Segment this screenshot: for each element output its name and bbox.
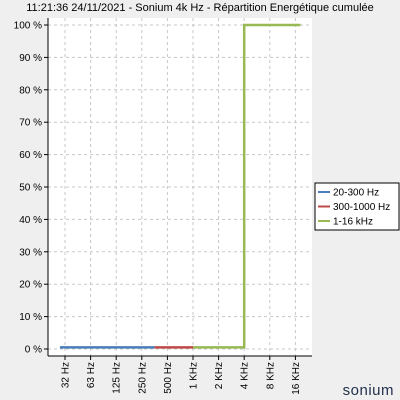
y-tick-label: 40 % <box>19 215 42 226</box>
x-tick-labels: 32 Hz 63 Hz 125 Hz 250 Hz 500 Hz 1 KHz 2 KHz 4 … <box>61 362 302 395</box>
legend-label: 1-16 kHz <box>333 217 373 228</box>
x-tick-label: 125 Hz <box>112 362 123 394</box>
x-tick-label: 63 Hz <box>86 362 97 388</box>
chart-title: 11:21:36 24/11/2021 - Sonium 4k Hz - Rép… <box>26 2 374 14</box>
y-tick-labels: 0 % 10 % 20 % 30 % 40 % 50 % 60 % 70 % 80 % 90 % 1… <box>14 21 42 356</box>
y-tick-label: 30 % <box>19 247 42 258</box>
x-tick-label: 32 Hz <box>61 362 72 388</box>
y-tick-label: 100 % <box>14 21 42 32</box>
x-tick-label: 2 KHz <box>214 362 225 389</box>
brand-logo: sonium <box>342 382 394 399</box>
y-tick-label: 0 % <box>25 345 42 356</box>
y-tick-label: 80 % <box>19 85 42 96</box>
x-tick-label: 1 KHz <box>189 362 200 389</box>
y-tick-label: 50 % <box>19 183 42 194</box>
series-lines <box>59 23 301 349</box>
legend-label: 300-1000 Hz <box>333 202 390 213</box>
legend-label: 20-300 Hz <box>333 188 379 199</box>
x-tick-label: 4 KHz <box>240 362 251 389</box>
x-tick-label: 250 Hz <box>137 362 148 394</box>
grid <box>48 18 312 356</box>
y-tick-label: 60 % <box>19 150 42 161</box>
x-tick-label: 16 KHz <box>291 362 302 395</box>
x-tick-label: 500 Hz <box>163 362 174 394</box>
y-tick-label: 70 % <box>19 118 42 129</box>
series-line <box>193 23 301 349</box>
x-tick-label: 8 KHz <box>265 362 276 389</box>
axes <box>44 18 312 360</box>
y-tick-label: 10 % <box>19 312 42 323</box>
legend: 20-300 Hz 300-1000 Hz 1-16 kHz <box>314 182 400 231</box>
y-tick-label: 90 % <box>19 53 42 64</box>
y-tick-label: 20 % <box>19 280 42 291</box>
